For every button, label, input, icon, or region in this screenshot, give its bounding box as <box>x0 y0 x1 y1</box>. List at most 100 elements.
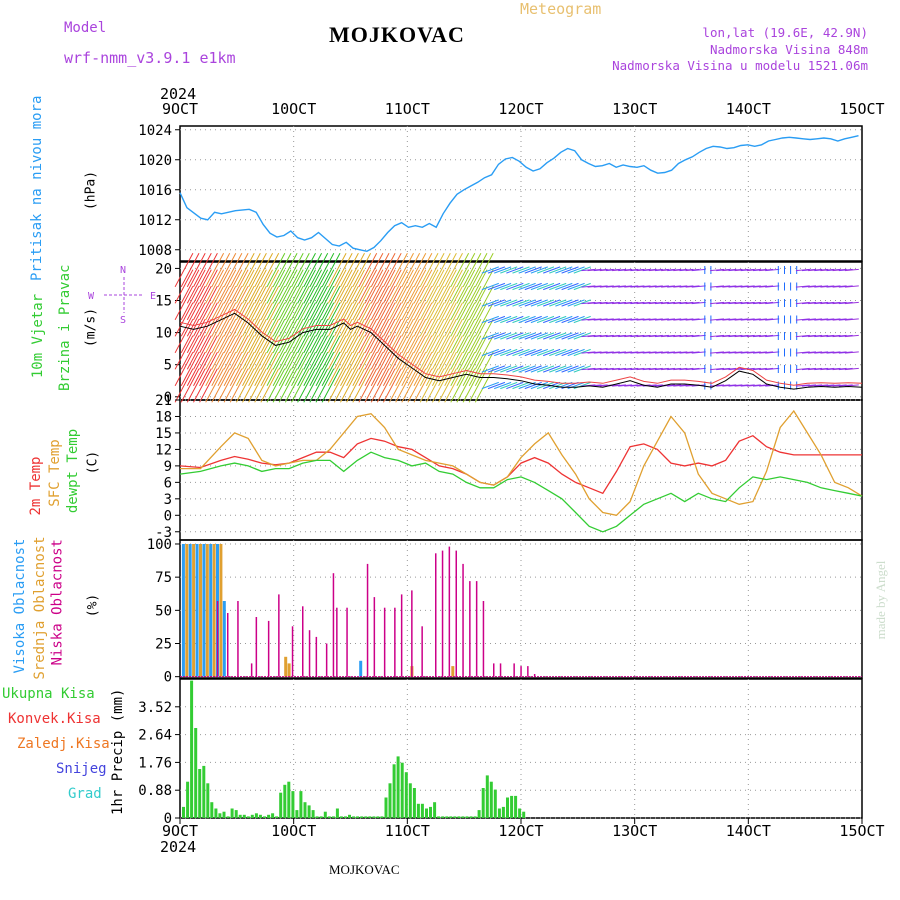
wind-barb <box>284 335 304 370</box>
low-cloud-bar <box>237 601 239 677</box>
year-bottom: 2024 <box>160 838 197 856</box>
wind-barb <box>654 318 669 321</box>
wind-barb <box>512 282 530 291</box>
y-tick-temp: 6 <box>164 475 172 491</box>
precip-bar <box>388 783 392 819</box>
wind-barb <box>229 368 249 403</box>
wind-speed-line <box>179 312 863 390</box>
x-tick-bottom: 12OCT <box>498 822 543 840</box>
wind-barb <box>746 285 761 288</box>
wind-barb <box>254 269 274 304</box>
x-tick-bottom: 13OCT <box>612 822 657 840</box>
wind-barb <box>235 335 255 370</box>
wind-barb <box>581 351 596 354</box>
temp-dew-line <box>179 451 863 533</box>
low-cloud-bar <box>513 663 515 677</box>
wind-barb <box>229 252 249 288</box>
wind-barb <box>321 318 341 354</box>
wind-barb <box>636 301 651 305</box>
wind-barb <box>599 268 614 272</box>
wind-barb <box>419 318 439 354</box>
wind-barb <box>710 268 725 272</box>
wind-barb <box>722 318 737 321</box>
wind-barb <box>291 318 310 354</box>
wind-barb <box>673 318 688 321</box>
wind-barb <box>599 351 614 354</box>
wind-barb <box>518 348 536 357</box>
wind-barb <box>524 365 542 373</box>
wind-barb <box>309 285 329 321</box>
wind-barb <box>223 351 243 387</box>
wind-barb <box>450 269 470 304</box>
wind-barb <box>808 384 823 387</box>
low-cloud-bar <box>346 607 348 677</box>
wind-barb <box>444 335 463 370</box>
wind-barb <box>481 315 499 324</box>
precip-bar <box>481 788 485 818</box>
wind-barb <box>278 351 298 387</box>
x-tick-bottom: 15OCT <box>839 822 884 840</box>
wind-barb <box>722 351 737 354</box>
wind-barb <box>512 365 530 373</box>
wind-barb <box>327 252 347 288</box>
wind-barb <box>567 348 585 357</box>
mid-cloud-bar <box>199 544 202 677</box>
wind-barb <box>462 302 482 337</box>
wind-barb <box>716 318 731 321</box>
wind-barb <box>814 318 829 321</box>
wind-barb <box>734 334 749 338</box>
wind-barb <box>419 285 439 321</box>
wind-barb <box>444 269 463 304</box>
wind-barb <box>555 365 573 373</box>
wind-barb <box>211 252 231 288</box>
wind-barb <box>193 302 212 337</box>
wind-barb <box>205 285 225 321</box>
wind-barb <box>346 269 365 304</box>
precip-bar <box>400 762 404 818</box>
wind-barb <box>722 367 737 371</box>
legend-freezing-rain: Zaledj.Kisa <box>17 736 110 752</box>
wind-barb <box>260 285 280 321</box>
wind-barb <box>333 269 353 304</box>
precip-bar <box>226 816 230 818</box>
mid-cloud-bar <box>287 663 291 677</box>
wind-barb <box>413 285 433 321</box>
precip-bar <box>198 769 202 818</box>
wind-barb <box>248 269 267 304</box>
wind-barb <box>801 351 817 354</box>
wind-barb <box>174 269 194 304</box>
wind-barb <box>309 368 329 403</box>
wind-barb <box>352 269 372 304</box>
wind-barb <box>838 334 853 338</box>
wind-barb <box>587 351 602 354</box>
wind-barb <box>524 332 542 340</box>
wind-barb <box>180 368 200 403</box>
y-tick-wind: 15 <box>155 294 172 310</box>
wind-barb <box>340 302 359 337</box>
precip-bar <box>327 816 331 818</box>
wind-barb <box>229 302 249 337</box>
wind-barb <box>278 318 298 354</box>
precip-bar <box>465 816 469 818</box>
precip-bar <box>457 816 461 818</box>
wind-barb <box>740 301 755 305</box>
wind-barb <box>648 301 663 305</box>
wind-barb <box>315 302 335 337</box>
wind-barb <box>518 299 536 307</box>
wind-barb <box>642 367 657 371</box>
low-cloud-bar <box>475 581 478 677</box>
wind-barb <box>272 368 292 403</box>
wind-barb <box>376 252 396 288</box>
wind-barb <box>223 368 243 403</box>
wind-barb <box>759 285 774 288</box>
wind-barb <box>679 301 694 305</box>
wind-barb <box>425 285 445 321</box>
wind-barb <box>284 302 304 337</box>
wind-barb <box>389 368 408 403</box>
wind-barb <box>654 334 669 338</box>
wind-barb <box>661 334 676 338</box>
wind-barb <box>685 334 700 338</box>
wind-barb <box>593 351 608 354</box>
precip-bar <box>311 810 315 818</box>
wind-barb <box>759 318 774 321</box>
